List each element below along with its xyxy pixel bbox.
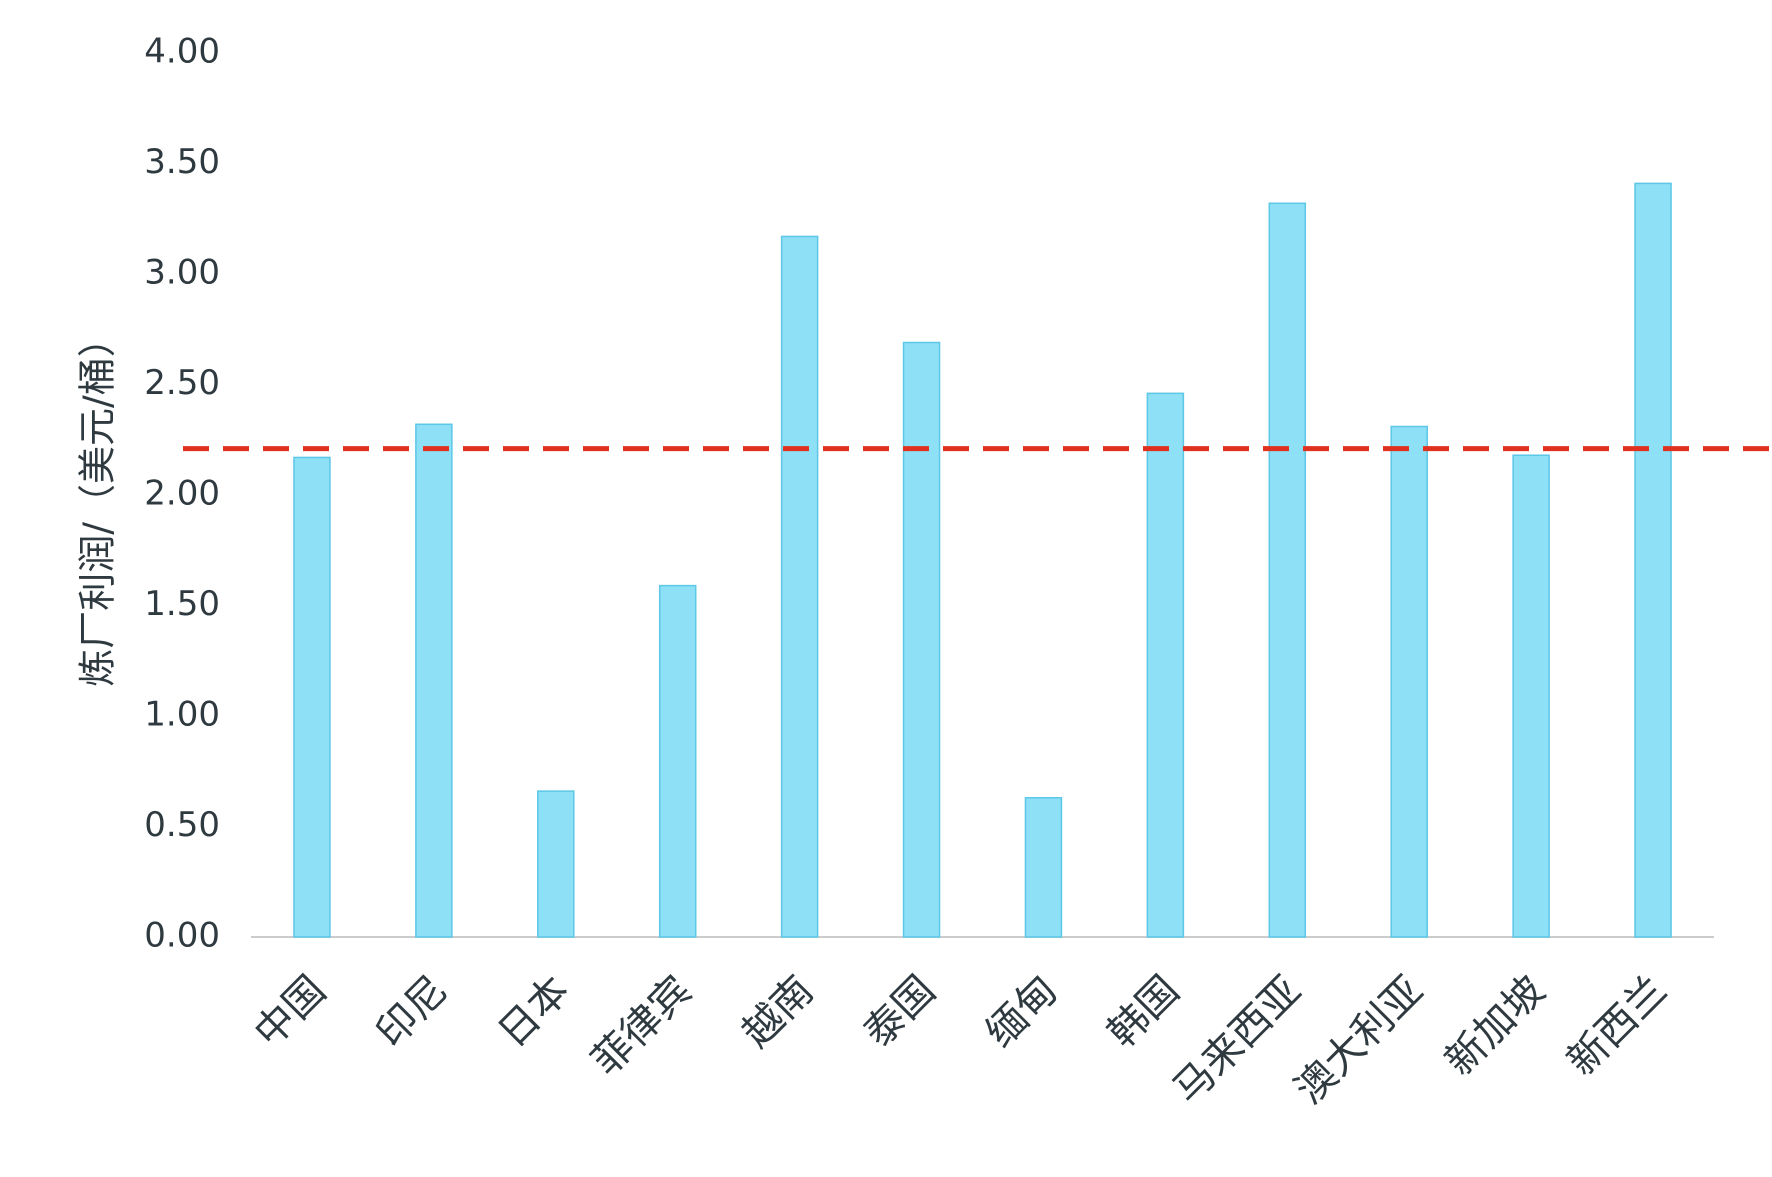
x-tick-label: 韩国 bbox=[1099, 967, 1188, 1056]
y-tick-label: 4.00 bbox=[144, 32, 220, 72]
x-tick-label: 日本 bbox=[490, 967, 579, 1056]
x-tick-label: 马来西亚 bbox=[1164, 967, 1310, 1113]
y-tick-label: 0.50 bbox=[144, 805, 220, 845]
y-tick-label: 0.00 bbox=[144, 916, 220, 956]
bar bbox=[1146, 392, 1185, 938]
bar bbox=[658, 584, 697, 938]
bar bbox=[537, 790, 575, 938]
x-tick-label: 泰国 bbox=[855, 967, 944, 1056]
bar bbox=[1634, 182, 1672, 938]
y-tick-label: 2.00 bbox=[144, 474, 220, 514]
y-tick-label: 1.00 bbox=[144, 695, 220, 735]
x-tick-label: 澳大利亚 bbox=[1286, 967, 1432, 1113]
x-tick-label: 新加坡 bbox=[1437, 967, 1554, 1084]
x-tick-label: 印尼 bbox=[368, 967, 457, 1056]
y-tick-label: 2.50 bbox=[144, 363, 220, 403]
y-tick-label: 1.50 bbox=[144, 584, 220, 624]
x-tick-label: 菲律宾 bbox=[583, 967, 700, 1084]
x-tick-label: 缅甸 bbox=[977, 967, 1066, 1056]
bar bbox=[415, 423, 453, 938]
x-tick-label: 新西兰 bbox=[1559, 967, 1676, 1084]
y-tick-label: 3.00 bbox=[144, 253, 220, 293]
x-tick-label: 中国 bbox=[246, 967, 335, 1056]
y-tick-label: 3.50 bbox=[144, 142, 220, 182]
bar bbox=[902, 341, 941, 938]
bar bbox=[780, 235, 819, 938]
y-axis-label: 炼厂利润/（美元/桶） bbox=[76, 319, 120, 687]
bar bbox=[1024, 797, 1063, 938]
bar bbox=[1512, 454, 1550, 938]
bar bbox=[1268, 202, 1307, 938]
bar bbox=[293, 456, 331, 938]
x-tick-label: 越南 bbox=[733, 967, 822, 1056]
bar bbox=[1390, 425, 1428, 938]
